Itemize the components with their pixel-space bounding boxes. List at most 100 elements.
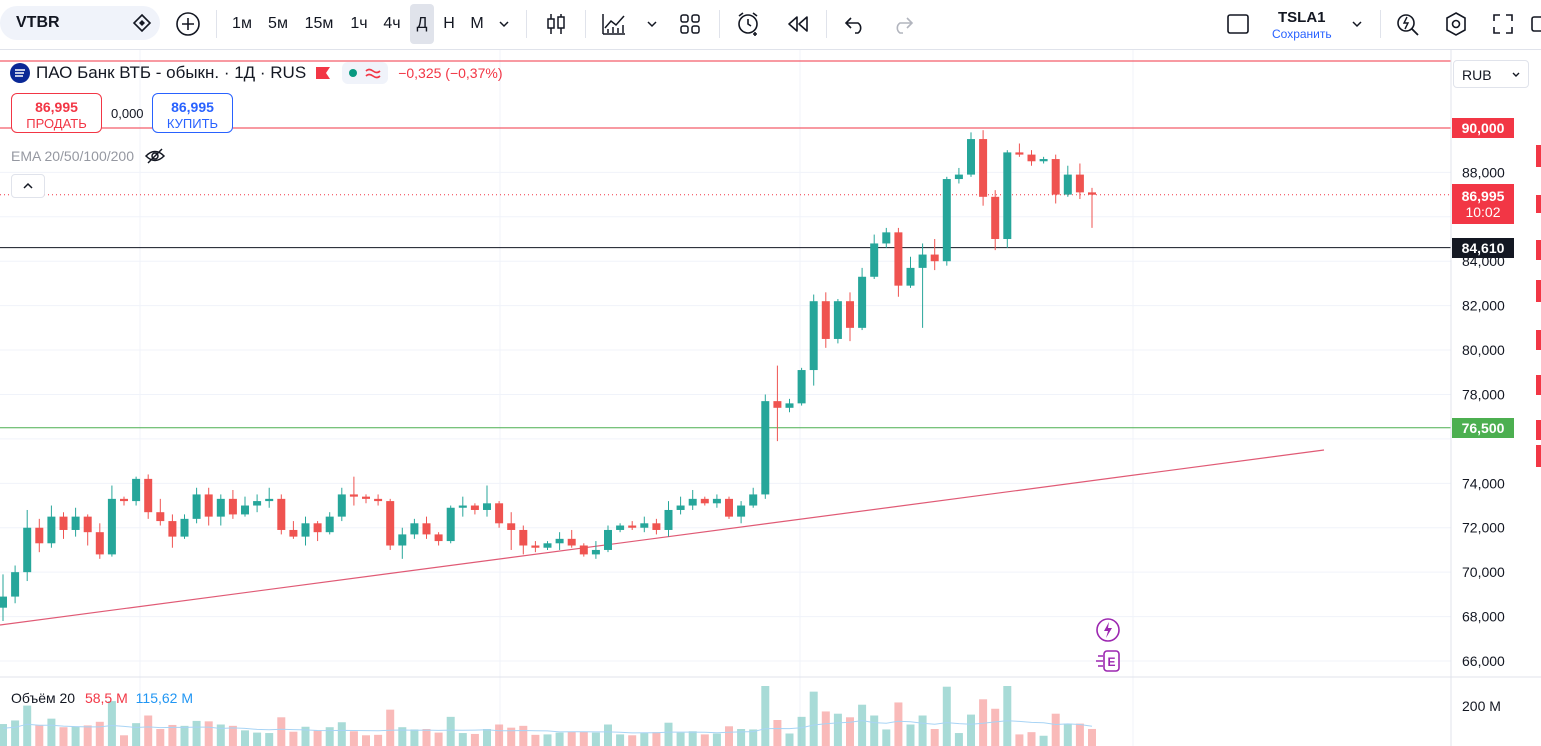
top-toolbar: VTBR 1м 5м 15м 1ч 4ч Д Н М [0,0,1541,50]
candle-body [107,498,116,555]
collapse-legend-button[interactable] [11,174,45,198]
volume-bar [470,733,479,746]
volume-bar [35,724,44,746]
volume-bar [604,724,612,746]
volume-bar [410,729,419,746]
camera-icon[interactable] [1530,12,1541,36]
volume-bar [712,733,721,746]
separator [719,10,720,38]
fullscreen-icon[interactable] [1491,12,1515,36]
timeframe-15m[interactable]: 15м [304,15,334,32]
candle-body [785,403,794,408]
last-price-tag[interactable]: 86,995 10:02 [1452,184,1514,224]
chevron-up-icon [23,182,33,189]
buy-label: КУПИТЬ [166,116,219,131]
market-status-box[interactable] [342,62,389,84]
candle-body [591,549,600,555]
layout-grid-icon[interactable] [678,12,702,36]
volume-bar [71,726,80,746]
layout-name[interactable]: TSLA1 [1278,9,1326,26]
timeframe-5m[interactable]: 5м [268,15,288,32]
candle-body [821,301,830,339]
quick-search-icon[interactable] [1395,11,1421,37]
undo-icon[interactable] [843,13,867,35]
sell-price: 86,995 [35,99,78,115]
candle-body [47,516,56,544]
volume-bar [858,704,867,746]
add-symbol-icon[interactable] [175,11,201,37]
sell-button[interactable]: 86,995 ПРОДАТЬ [11,93,102,133]
candle-body [422,523,431,535]
volume-bar [446,716,455,746]
chevron-down-icon[interactable] [645,17,659,31]
candle-body [11,572,20,597]
volume-bar [47,718,56,746]
chevron-down-icon[interactable] [497,17,511,31]
volume-bar [942,686,951,746]
alert-clock-icon[interactable] [735,10,763,38]
candle-body [858,276,867,328]
earnings-event-icon[interactable]: E [1094,648,1122,674]
square-icon[interactable] [1226,12,1250,36]
timeframe-4h[interactable]: 4ч [383,15,401,32]
volume-bar [567,731,576,746]
upper-line-price-tag[interactable]: 90,000 [1452,118,1514,138]
candle-body [519,529,528,546]
price-axis-tick-label: 82,000 [1462,298,1505,314]
timeframe-day[interactable]: Д [410,4,434,44]
candle-body [640,523,649,528]
legend-title[interactable]: ПАО Банк ВТБ - обыкн. · 1Д · RUS [36,63,307,82]
chevron-down-icon[interactable] [1350,17,1364,31]
candles-icon[interactable] [543,11,569,37]
ema-indicator-legend[interactable]: EMA 20/50/100/200 [11,147,166,165]
volume-bar [228,725,237,746]
lower-line-price-tag[interactable]: 76,500 [1452,418,1514,438]
timeframe-month[interactable]: М [470,15,484,32]
eye-hidden-icon[interactable] [144,147,166,165]
timeframe-week[interactable]: Н [443,15,455,32]
candle-body [870,243,879,277]
settings-icon[interactable] [1443,11,1469,37]
candle-body [737,505,746,517]
candle-body [349,494,358,497]
chart-grid [0,50,1451,746]
buy-button[interactable]: 86,995 КУПИТЬ [152,93,233,133]
volume-bar [1015,734,1024,746]
candle-body [1027,154,1036,162]
candle-body [676,505,685,510]
candle-body [579,545,588,555]
indicators-icon[interactable] [600,11,628,37]
volume-bar [785,733,794,746]
redo-icon[interactable] [891,13,915,35]
candle-body [289,529,298,537]
currency-dropdown[interactable]: RUB [1453,60,1529,88]
candle-body [337,494,346,517]
symbol-search-box[interactable]: VTBR [0,6,160,40]
volume-bar [156,729,165,746]
flag-icon[interactable] [314,65,332,81]
candle-body [979,139,988,197]
candle-body [809,301,818,371]
lightning-event-icon[interactable] [1095,617,1121,643]
volume-ma-line [2,720,1093,734]
volume-bar [591,732,600,746]
volume-bar [967,714,975,746]
trend-line [0,449,1325,626]
timeframe-1h[interactable]: 1ч [350,15,368,32]
candle-body [228,498,237,515]
volume-bar [241,730,249,746]
volume-bar [1051,713,1060,746]
last-price-value: 86,995 [1461,188,1505,204]
volume-bar [180,725,189,746]
timeframe-1m[interactable]: 1м [232,15,252,32]
diamond-icon[interactable] [132,13,152,33]
volume-legend[interactable]: Объём 20 58,5 M 115,62 M [11,690,193,706]
candle-body [386,501,395,546]
price-chart[interactable]: 66,000 68,000 70,000 72,000 74,000 78,000 80,0… [0,50,1541,746]
layout-save-label[interactable]: Сохранить [1272,27,1332,41]
volume-bar [700,734,709,746]
volume-bar [616,734,625,746]
volume-bar [676,732,685,746]
replay-icon[interactable] [785,13,811,35]
volume-bar [882,729,891,746]
